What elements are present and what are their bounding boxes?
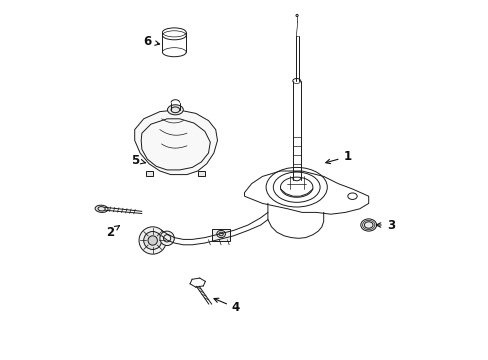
Polygon shape [212, 229, 230, 241]
Polygon shape [134, 110, 217, 175]
Ellipse shape [139, 227, 166, 254]
Text: 1: 1 [325, 150, 351, 164]
Ellipse shape [360, 219, 376, 231]
Ellipse shape [143, 231, 162, 249]
Ellipse shape [160, 231, 174, 246]
Ellipse shape [95, 205, 108, 212]
Text: 5: 5 [131, 154, 145, 167]
Ellipse shape [167, 105, 183, 115]
Text: 3: 3 [376, 219, 394, 231]
Polygon shape [145, 171, 152, 176]
Text: 6: 6 [143, 35, 159, 48]
Text: 2: 2 [106, 226, 119, 239]
Text: 4: 4 [214, 298, 240, 314]
Ellipse shape [148, 236, 157, 245]
Polygon shape [197, 171, 204, 176]
